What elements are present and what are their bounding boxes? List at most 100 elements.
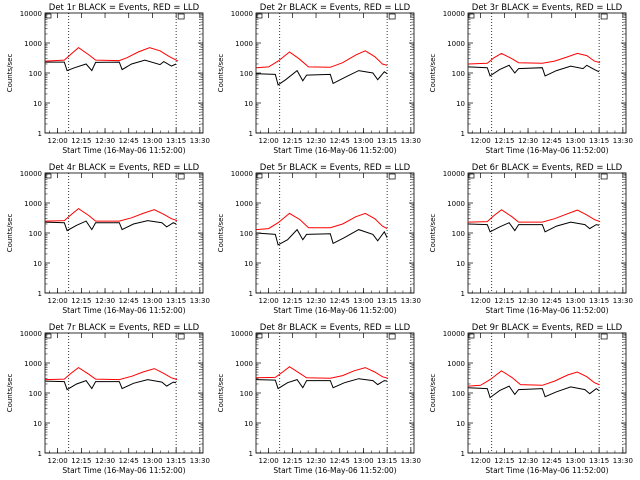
x-tick-label: 13:00 — [353, 457, 373, 465]
marker-square — [468, 173, 475, 179]
x-axis-label: Start Time (16-May-06 11:52:00) — [62, 146, 185, 155]
series-lld-line — [468, 52, 601, 65]
series-lld-line — [256, 212, 388, 231]
y-tick-label: 1 — [249, 130, 253, 138]
y-tick-label: 10 — [33, 420, 42, 428]
y-tick-label: 1 — [249, 450, 253, 458]
y-tick-label: 100 — [29, 230, 42, 238]
y-tick-label: 1 — [461, 450, 465, 458]
x-tick-label: 12:45 — [330, 297, 350, 305]
y-axis-label: Counts/sec — [217, 54, 225, 93]
series-events-line — [256, 69, 388, 86]
series-lld-line — [45, 46, 179, 62]
series-events-line — [45, 59, 177, 72]
panel-title: Det 3r BLACK = Events, RED = LLD — [472, 3, 623, 13]
marker-square — [256, 13, 263, 19]
panel-title: Det 7r BLACK = Events, RED = LLD — [49, 323, 200, 333]
x-tick-label: 12:15 — [494, 137, 514, 145]
y-tick-label: 1 — [249, 290, 253, 298]
marker-square — [45, 333, 52, 339]
x-tick-label: 12:00 — [259, 297, 279, 305]
marker-square — [600, 333, 608, 340]
y-tick-label: 10 — [456, 260, 465, 268]
y-tick-label: 1 — [38, 290, 42, 298]
panel-title: Det 4r BLACK = Events, RED = LLD — [49, 163, 200, 173]
detector-panel: Det 3r BLACK = Events, RED = LLD 1 10 100 10… — [429, 3, 633, 155]
detector-panel: Det 4r BLACK = Events, RED = LLD 1 10 100 10… — [6, 163, 210, 315]
y-tick-label: 10000 — [20, 10, 42, 18]
marker-square — [388, 333, 396, 340]
x-tick-label: 13:15 — [589, 137, 609, 145]
marker-square — [45, 13, 52, 19]
x-tick-label: 13:00 — [565, 457, 585, 465]
y-tick-label: 10000 — [20, 170, 42, 178]
panel-title: Det 6r BLACK = Events, RED = LLD — [472, 163, 623, 173]
x-tick-label: 12:45 — [330, 457, 350, 465]
y-tick-label: 1 — [461, 130, 465, 138]
series-events-line — [45, 379, 177, 391]
x-tick-label: 12:00 — [48, 457, 68, 465]
x-tick-label: 12:30 — [306, 297, 326, 305]
x-tick-label: 13:30 — [401, 297, 421, 305]
y-tick-label: 1000 — [24, 200, 42, 208]
marker-square — [45, 173, 52, 179]
x-tick-label: 13:30 — [401, 457, 421, 465]
detector-panel: Det 2r BLACK = Events, RED = LLD 1 10 100 10… — [217, 3, 421, 155]
marker-square — [388, 13, 396, 20]
y-tick-label: 1 — [38, 450, 42, 458]
y-axis-label: Counts/sec — [217, 214, 225, 253]
x-tick-label: 13:15 — [166, 457, 186, 465]
detector-panel: Det 8r BLACK = Events, RED = LLD 1 10 100 10… — [217, 323, 421, 475]
x-tick-label: 13:30 — [401, 137, 421, 145]
x-tick-label: 12:45 — [542, 457, 562, 465]
y-axis-label: Counts/sec — [6, 54, 14, 93]
panel-title: Det 9r BLACK = Events, RED = LLD — [472, 323, 623, 333]
marker-square — [256, 173, 263, 179]
series-lld-line — [468, 370, 600, 387]
x-tick-label: 12:45 — [542, 137, 562, 145]
panel-title: Det 1r BLACK = Events, RED = LLD — [49, 3, 200, 13]
x-tick-label: 12:30 — [306, 457, 326, 465]
x-tick-label: 13:00 — [565, 137, 585, 145]
x-tick-label: 13:30 — [613, 457, 633, 465]
detector-panel: Det 6r BLACK = Events, RED = LLD 1 10 100 10… — [429, 163, 633, 315]
x-tick-label: 12:45 — [119, 457, 139, 465]
detector-panel: Det 7r BLACK = Events, RED = LLD 1 10 100 10… — [6, 323, 210, 475]
y-tick-label: 1000 — [447, 360, 465, 368]
x-tick-label: 13:00 — [142, 137, 162, 145]
marker-square — [177, 173, 185, 180]
x-axis-label: Start Time (16-May-06 11:52:00) — [485, 146, 608, 155]
marker-square — [600, 13, 608, 20]
x-axis-label: Start Time (16-May-06 11:52:00) — [485, 466, 608, 475]
x-tick-label: 12:45 — [119, 297, 139, 305]
y-tick-label: 100 — [452, 390, 465, 398]
x-tick-label: 13:00 — [142, 297, 162, 305]
x-tick-label: 13:15 — [166, 137, 186, 145]
x-tick-label: 12:45 — [119, 137, 139, 145]
x-tick-label: 13:00 — [353, 137, 373, 145]
y-tick-label: 100 — [29, 70, 42, 78]
y-tick-label: 10 — [244, 260, 253, 268]
panel-title: Det 5r BLACK = Events, RED = LLD — [260, 163, 411, 173]
y-tick-label: 1000 — [24, 40, 42, 48]
x-tick-label: 13:00 — [353, 297, 373, 305]
x-tick-label: 12:15 — [282, 457, 302, 465]
x-tick-label: 12:00 — [48, 137, 68, 145]
x-tick-label: 12:00 — [48, 297, 68, 305]
x-axis-label: Start Time (16-May-06 11:52:00) — [273, 306, 396, 315]
x-tick-label: 12:15 — [494, 297, 514, 305]
series-events-line — [256, 228, 388, 246]
x-tick-label: 12:30 — [95, 457, 115, 465]
x-tick-label: 12:00 — [471, 137, 491, 145]
y-tick-label: 10 — [456, 100, 465, 108]
y-tick-label: 1 — [38, 130, 42, 138]
x-axis-label: Start Time (16-May-06 11:52:00) — [273, 146, 396, 155]
x-tick-label: 13:30 — [190, 457, 210, 465]
x-tick-label: 12:15 — [282, 297, 302, 305]
detector-panel: Det 9r BLACK = Events, RED = LLD 1 10 100 10… — [429, 323, 633, 475]
x-tick-label: 12:30 — [95, 137, 115, 145]
y-tick-label: 1000 — [447, 200, 465, 208]
series-events-line — [256, 378, 388, 390]
series-events-line — [468, 64, 600, 77]
y-axis-label: Counts/sec — [429, 374, 437, 413]
